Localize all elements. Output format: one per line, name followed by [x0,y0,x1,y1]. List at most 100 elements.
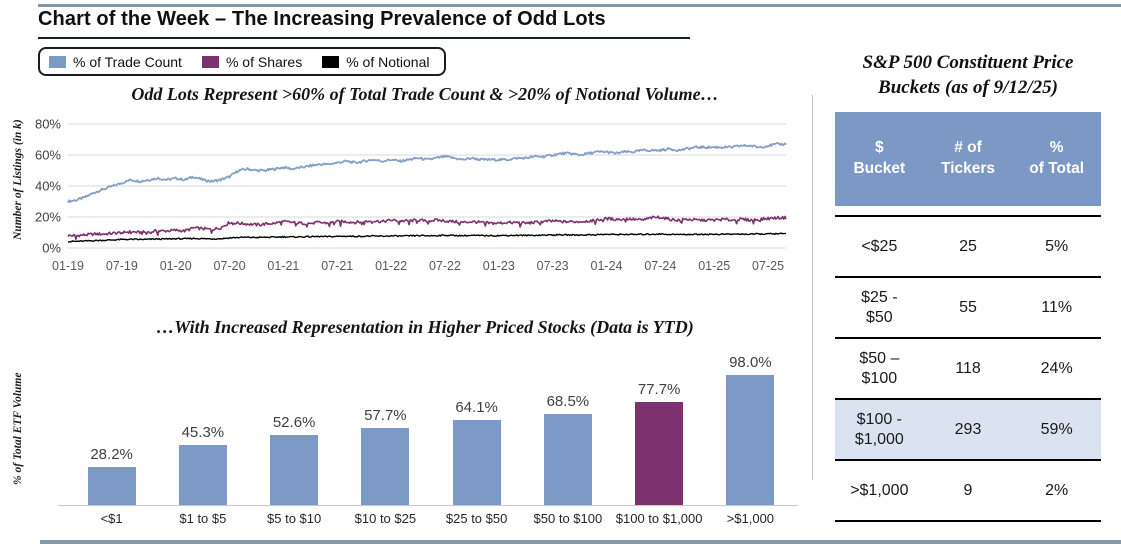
price-bucket-table: $ Bucket # of Tickers% of Total <$25 25 5% $25 … [835,112,1101,522]
bar [178,445,227,505]
bar-cell: 77.7% [614,381,705,505]
bar-value-label: 98.0% [729,354,772,371]
table-row: >$1,000 9 2% [835,461,1101,522]
tickers-cell: 25 [959,237,977,255]
legend-item-label: % of Trade Count [73,53,182,70]
bar-category-label: $10 to $25 [354,511,417,526]
bucket-line: $1,000 [854,430,904,448]
table-body: <$25 25 5% $25 - $50 55 11% $50 – $100 118 24% $100… [835,215,1101,522]
line-chart-y-axis-label: Number of Listings (in k) [12,119,24,241]
y-axis-tick-label: 80% [35,117,61,132]
bar-category-label: >$1,000 [726,511,775,526]
tickers-cell: 55 [959,298,977,316]
bar-cell: 45.3% [157,424,248,505]
table-header-row: $ Bucket # of Tickers% of Total [835,112,1101,206]
bar-value-label: 28.2% [90,446,133,463]
x-axis-tick-label: 07-21 [321,259,353,273]
table-row: $25 - $50 55 11% [835,278,1101,339]
y-axis-tick-label: 60% [35,148,61,163]
bottom-rule [40,540,1121,544]
table-header-line: % [1049,139,1064,157]
bar-chart-category-labels: <$1 $1 to $5 $5 to $10 $10 to $25 $25 to $50… [66,511,796,526]
x-axis-tick-label: 01-24 [591,259,623,273]
table-row: $100 - $1,000 293 59% [835,400,1101,461]
bar-category-label: <$1 [100,511,123,526]
bar [270,435,319,505]
y-axis-tick-label: 0% [42,241,61,256]
pct-of-total-cell: 11% [1041,298,1073,316]
pct-of-total-cell: 24% [1040,359,1073,377]
bar-chart-axis-line [58,505,798,506]
bar-cell: 68.5% [522,393,613,505]
table-header-line: Bucket [853,160,906,177]
bar [87,467,136,505]
bar [635,402,684,505]
bar-chart-y-axis-label: % of Total ETF Volume [12,372,24,486]
bar-category-label: $5 to $10 [267,511,322,526]
legend-item: % of Trade Count [49,54,182,70]
pct-of-total-cell: 59% [1040,420,1073,438]
bar [726,375,775,505]
table-header-cell: $ Bucket [835,138,924,180]
y-axis-tick-label: 20% [35,210,61,225]
x-axis-tick-label: 01-20 [160,259,192,273]
bar [361,428,410,505]
tickers-cell: 118 [955,359,981,377]
bucket-cell: $50 – $100 [835,349,924,389]
bucket-cell: <$25 [835,237,924,257]
bucket-cell: $100 - $1,000 [835,410,924,450]
bucket-line: $50 [865,308,893,326]
bucket-line: <$25 [861,237,898,255]
bucket-line: $25 - [861,288,898,306]
legend-item-label: % of Notional [346,53,430,70]
table-header-line: # of [954,139,982,157]
bar-value-label: 64.1% [455,399,498,416]
line-chart-title: Odd Lots Represent >60% of Total Trade C… [131,84,719,104]
title-underline [38,37,690,39]
x-axis-tick-label: 07-22 [429,259,461,273]
bucket-line: >$1,000 [850,481,909,499]
x-axis-tick-label: 07-24 [644,259,676,273]
x-axis-tick-label: 01-23 [483,259,515,273]
bar-value-label: 77.7% [637,381,681,398]
bucket-cell: $25 - $50 [835,288,924,328]
legend-swatch-icon [49,55,66,68]
tickers-cell: 9 [963,481,973,499]
bar-chart: 28.2% 45.3% 52.6% 57.7% 64.1% 68.5% 77.7% 98.0% [66,348,796,505]
bar [452,420,501,505]
table-header-cell: % of Total [1012,138,1101,180]
pct-of-total-cell: 2% [1045,481,1069,499]
line-chart: 0% 20% 40% 60% 80% 01-19 07-19 01-20 07-20 01-21 0… [35,117,787,273]
bucket-line: $100 - [856,410,903,428]
x-axis-tick-label: 07-23 [537,259,569,273]
bar-cell: 28.2% [66,446,157,505]
bar [543,414,592,505]
bar-category-label: $100 to $1,000 [615,511,703,526]
legend-item: % of Shares [201,53,303,70]
legend-swatch-icon [322,55,340,68]
legend-item-label: % of Shares [225,53,303,70]
table-title: S&P 500 Constituent Price Buckets (as of… [822,50,1114,100]
table-row: $50 – $100 118 24% [835,339,1101,400]
table-header-line: of Total [1029,160,1085,177]
bar-cell: 64.1% [431,399,522,505]
x-axis-tick-label: 01-22 [375,259,407,273]
bar-category-label: $50 to $100 [533,511,603,526]
table-title-line1: S&P 500 Constituent Price [862,52,1074,73]
page-title: Chart of the Week – The Increasing Preva… [38,8,606,30]
bar-cell: 52.6% [249,414,340,505]
bar-value-label: 45.3% [181,424,225,441]
bar-cell: 57.7% [340,407,431,505]
legend: % of Trade Count % of Shares % of Notional [38,47,446,76]
bar-category-label: $1 to $5 [179,511,227,526]
bucket-line: $100 [861,369,898,387]
bar-value-label: 68.5% [546,393,590,410]
bar-value-label: 57.7% [364,407,407,424]
table-row: <$25 25 5% [835,215,1101,278]
bar-cell: 98.0% [705,354,796,505]
line-series-1 [67,142,787,204]
tickers-cell: 293 [954,420,982,438]
x-axis-tick-label: 07-25 [752,259,784,273]
x-axis-tick-label: 01-25 [698,259,730,273]
